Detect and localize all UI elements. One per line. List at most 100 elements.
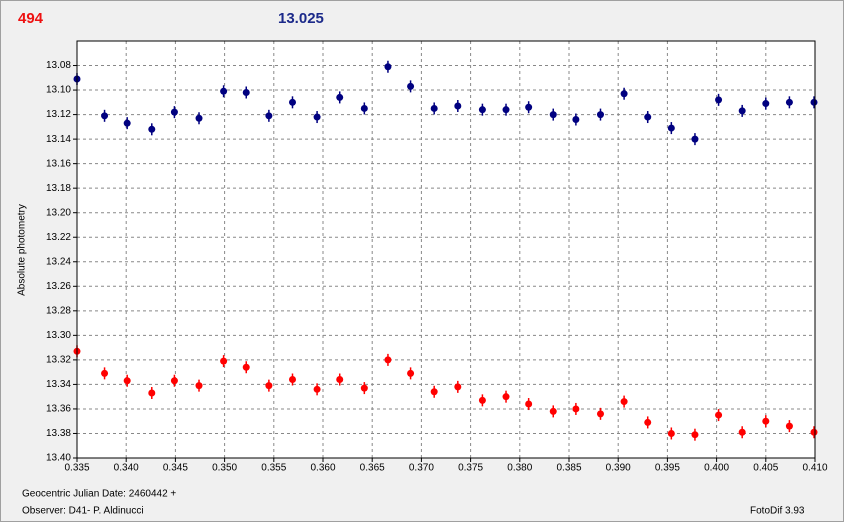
point [195, 112, 203, 125]
point [148, 123, 156, 136]
footer-software: FotoDif 3.93 [750, 506, 805, 517]
point [715, 93, 723, 106]
point [360, 102, 368, 115]
point [360, 382, 368, 395]
point [384, 353, 392, 366]
point [336, 91, 344, 104]
point [220, 85, 228, 98]
y-tick-label: 13.14 [46, 134, 71, 145]
point [101, 367, 109, 380]
point [762, 97, 770, 110]
point [407, 367, 415, 380]
point [336, 373, 344, 386]
x-tick-label: 0.410 [802, 463, 827, 474]
point [810, 426, 818, 439]
point [715, 409, 723, 422]
point [288, 373, 296, 386]
point [101, 109, 109, 122]
point [596, 407, 604, 420]
footer-date: Geocentric Julian Date: 2460442 + [22, 489, 176, 500]
x-tick-label: 0.390 [606, 463, 631, 474]
point [525, 101, 533, 114]
y-tick-label: 13.22 [46, 232, 71, 243]
x-tick-label: 0.385 [556, 463, 581, 474]
point [242, 361, 250, 374]
point [667, 427, 675, 440]
point [691, 428, 699, 441]
footer-observer: Observer: D41- P. Aldinucci [22, 506, 144, 517]
point [288, 96, 296, 109]
point [572, 402, 580, 415]
plot-border [76, 40, 816, 459]
point [525, 398, 533, 411]
y-tick-label: 13.26 [46, 281, 71, 292]
point [596, 108, 604, 121]
x-tick-label: 0.405 [753, 463, 778, 474]
x-tick-label: 0.350 [212, 463, 237, 474]
x-tick-label: 0.340 [114, 463, 139, 474]
point [644, 416, 652, 429]
point [454, 100, 462, 113]
y-tick-label: 13.34 [46, 379, 71, 390]
point [123, 374, 131, 387]
y-tick-label: 13.08 [46, 60, 71, 71]
point [549, 405, 557, 418]
y-tick-label: 13.32 [46, 355, 71, 366]
point [738, 426, 746, 439]
y-axis-label: Absolute photometry [17, 204, 28, 296]
y-tick-label: 13.12 [46, 109, 71, 120]
point [265, 109, 273, 122]
point [313, 383, 321, 396]
left-value: 494 [18, 10, 44, 27]
x-tick-label: 0.365 [360, 463, 385, 474]
point [785, 96, 793, 109]
point [242, 86, 250, 99]
point [123, 117, 131, 130]
y-tick-label: 13.28 [46, 305, 71, 316]
point [407, 80, 415, 93]
point [620, 87, 628, 100]
point [502, 103, 510, 116]
point [170, 374, 178, 387]
point [644, 111, 652, 124]
point [430, 385, 438, 398]
x-tick-label: 0.395 [655, 463, 680, 474]
y-tick-label: 13.20 [46, 207, 71, 218]
x-tick-label: 0.380 [507, 463, 532, 474]
y-tick-label: 13.16 [46, 158, 71, 169]
y-tick-label: 13.18 [46, 183, 71, 194]
point [502, 390, 510, 403]
point [170, 106, 178, 119]
point [478, 103, 486, 116]
point [478, 394, 486, 407]
y-tick-label: 13.24 [46, 256, 71, 267]
point [810, 96, 818, 109]
right-value: 13.025 [278, 10, 324, 27]
y-tick-label: 13.38 [46, 428, 71, 439]
point [738, 104, 746, 117]
point [148, 386, 156, 399]
point [195, 379, 203, 392]
point [667, 122, 675, 135]
y-tick-label: 13.40 [46, 453, 71, 464]
point [785, 420, 793, 433]
x-tick-label: 0.370 [409, 463, 434, 474]
point [430, 102, 438, 115]
point [762, 415, 770, 428]
point [549, 108, 557, 121]
x-tick-label: 0.375 [458, 463, 483, 474]
point [265, 379, 273, 392]
plot-layer: 0.335 0.340 0.345 0.350 0.355 0.360 0.365 0.370… [46, 41, 828, 474]
point [220, 355, 228, 368]
x-tick-label: 0.335 [64, 463, 89, 474]
x-tick-label: 0.360 [310, 463, 335, 474]
x-tick-label: 0.345 [163, 463, 188, 474]
point [313, 111, 321, 124]
plot-area [77, 41, 815, 458]
point [384, 60, 392, 73]
point [620, 395, 628, 408]
point [691, 133, 699, 146]
x-tick-label: 0.400 [704, 463, 729, 474]
y-tick-label: 13.10 [46, 85, 71, 96]
